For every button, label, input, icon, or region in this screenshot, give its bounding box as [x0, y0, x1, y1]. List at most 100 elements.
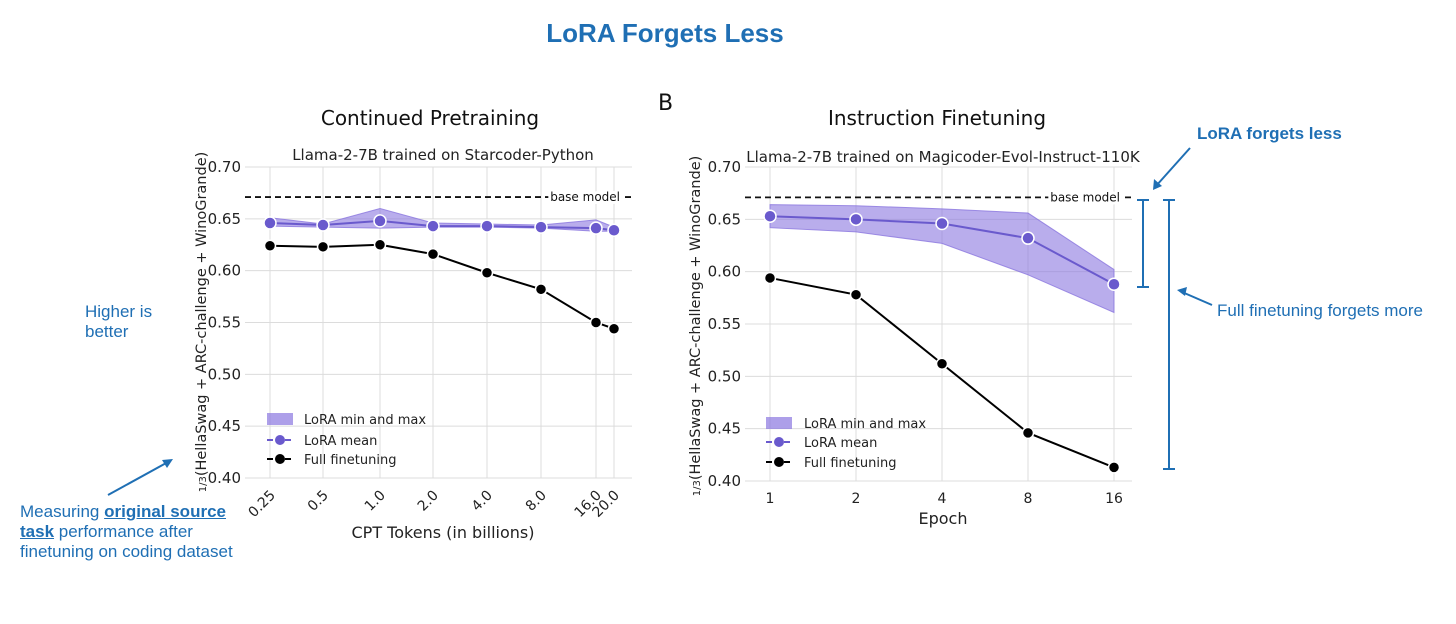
x-tick-label: 4.0	[469, 488, 496, 515]
lora-mean-point	[316, 218, 330, 232]
legend-swatch-band-2	[766, 417, 792, 429]
x-axis-label-2: Epoch	[919, 509, 968, 528]
y-tick-label: 0.70	[208, 158, 241, 176]
legend-label-mean-2: LoRA mean	[804, 436, 877, 451]
y-axis-label-text-2: (HellaSwag + ARC-challenge + WinoGrande)	[688, 156, 704, 480]
lora-mean-point	[763, 209, 777, 223]
panel-title-1: Continued Pretraining	[321, 106, 539, 130]
lora-mean-point	[263, 216, 277, 230]
x-tick-label: 8	[1024, 491, 1033, 507]
lora-mean-line	[269, 219, 615, 232]
full-finetuning-point	[607, 322, 621, 335]
legend-2: LoRA min and max LoRA mean Full finetuni…	[766, 417, 926, 471]
legend-label-band-1: LoRA min and max	[304, 413, 426, 428]
full-finetuning-point	[849, 288, 863, 301]
measuring-note: Measuring original source task performan…	[20, 502, 250, 562]
forgets-less-arrowhead	[1153, 179, 1162, 190]
full-finetuning-point	[935, 357, 949, 371]
y-tick-label: 0.55	[708, 315, 741, 333]
legend-swatch-mean-dot-1	[275, 435, 285, 445]
y-tick-label: 0.50	[708, 367, 741, 385]
y-tick-label: 0.55	[208, 314, 241, 332]
full-finetuning-point	[763, 271, 777, 285]
lora-mean-point	[607, 223, 621, 237]
y-tick-label: 0.65	[208, 210, 241, 228]
legend-swatch-mean-dot-2	[774, 437, 784, 447]
base-model-label: base model	[1050, 190, 1120, 204]
legend-1: LoRA min and max LoRA mean Full finetuni…	[267, 413, 426, 468]
full-finetuning-point	[263, 239, 277, 253]
base-model-label: base model	[550, 190, 620, 204]
full-finetuning-point	[1021, 426, 1035, 440]
x-tick-label: 16	[1105, 491, 1123, 507]
lora-mean-point	[1021, 231, 1035, 245]
lora-mean-point	[373, 214, 387, 228]
x-tick-label: 0.5	[305, 488, 332, 515]
forgets-less-arrow	[1155, 147, 1191, 187]
legend-label-band-2: LoRA min and max	[804, 417, 926, 432]
y-tick-label: 0.45	[708, 420, 741, 438]
lora-mean-point	[426, 219, 440, 233]
main-title: LoRA Forgets Less	[546, 18, 784, 48]
svg-text:1/3(HellaSwag + ARC-challenge: 1/3(HellaSwag + ARC-challenge + WinoGran…	[194, 152, 210, 493]
lora-mean-point	[589, 221, 603, 235]
x-tick-label: 1	[766, 491, 775, 507]
y-axis-label-2: 1/3(HellaSwag + ARC-challenge + WinoGran…	[688, 156, 704, 497]
panel-title-2: Instruction Finetuning	[828, 106, 1046, 130]
measuring-arrow	[107, 461, 169, 496]
y-tick-label: 0.40	[208, 469, 241, 487]
chart-continued-pretraining: Continued Pretraining Llama-2-7B trained…	[194, 106, 632, 542]
full-finetuning-point	[589, 316, 603, 329]
legend-label-mean-1: LoRA mean	[304, 434, 377, 449]
legend-label-full-1: Full finetuning	[304, 453, 396, 468]
measuring-post: performance after finetuning on coding d…	[20, 522, 233, 561]
measuring-pre: Measuring	[20, 502, 100, 521]
panel-b-label: B	[658, 91, 673, 116]
legend-swatch-band-1	[267, 413, 293, 425]
y-tick-label: 0.60	[208, 262, 241, 280]
x-tick-label: 1.0	[362, 488, 389, 515]
y-axis-third-1: 1/3	[198, 476, 209, 492]
measuring-arrowhead	[162, 459, 173, 468]
full-finetuning-point	[426, 247, 440, 261]
x-tick-label: 0.25	[245, 488, 278, 521]
x-tick-label: 8.0	[523, 488, 550, 515]
original-source-task-link[interactable]: original source task	[20, 502, 226, 541]
chart-title-1: Llama-2-7B trained on Starcoder-Python	[292, 146, 594, 164]
forgets-more-arrow	[1181, 291, 1213, 306]
full-finetuning-line	[269, 243, 615, 330]
x-tick-label: 2.0	[415, 488, 442, 515]
x-tick-label: 2	[852, 491, 861, 507]
y-tick-label: 0.70	[708, 158, 741, 176]
y-tick-label: 0.65	[708, 210, 741, 228]
full-finetuning-point	[480, 266, 494, 279]
legend-swatch-full-dot-1	[275, 454, 285, 464]
x-tick-label: 4	[938, 491, 947, 507]
full-finetuning-point	[534, 283, 548, 296]
y-axis-third-2: 1/3	[692, 480, 703, 496]
forgets-more-arrowhead	[1177, 287, 1187, 296]
lora-mean-point	[480, 219, 494, 233]
higher-is-better-text: Higher is better	[85, 302, 153, 341]
y-tick-label: 0.60	[708, 263, 741, 281]
higher-is-better-note: Higher is better	[85, 302, 152, 342]
annotation-graphics	[107, 147, 1213, 496]
y-axis-label-1: 1/3(HellaSwag + ARC-challenge + WinoGran…	[194, 152, 210, 493]
plot-area-1: 0.40 0.45 0.50 0.55 0.60 0.65 0.70 0.25 0.5 1.0 2.…	[208, 158, 632, 521]
lora-mean-point	[1107, 277, 1121, 291]
legend-label-full-2: Full finetuning	[804, 456, 896, 471]
y-tick-label: 0.45	[208, 417, 241, 435]
lora-mean-point	[849, 212, 863, 227]
chart-instruction-finetuning: Instruction Finetuning Llama-2-7B traine…	[688, 106, 1141, 528]
plot-area-2: 0.40 0.45 0.50 0.55 0.60 0.65 0.70 1 2 4 8 16 base m…	[708, 158, 1132, 507]
lora-mean-point	[534, 220, 548, 234]
y-tick-label: 0.50	[208, 365, 241, 383]
lora-forgets-less-note: LoRA forgets less	[1197, 124, 1342, 143]
y-axis-label-text-1: (HellaSwag + ARC-challenge + WinoGrande)	[194, 152, 210, 476]
svg-text:1/3(HellaSwag + ARC-challenge: 1/3(HellaSwag + ARC-challenge + WinoGran…	[688, 156, 704, 497]
x-axis-label-1: CPT Tokens (in billions)	[352, 523, 535, 542]
lora-mean-point	[935, 216, 949, 231]
full-finetuning-point	[1107, 461, 1121, 474]
chart-title-2: Llama-2-7B trained on Magicoder-Evol-Ins…	[746, 148, 1141, 166]
